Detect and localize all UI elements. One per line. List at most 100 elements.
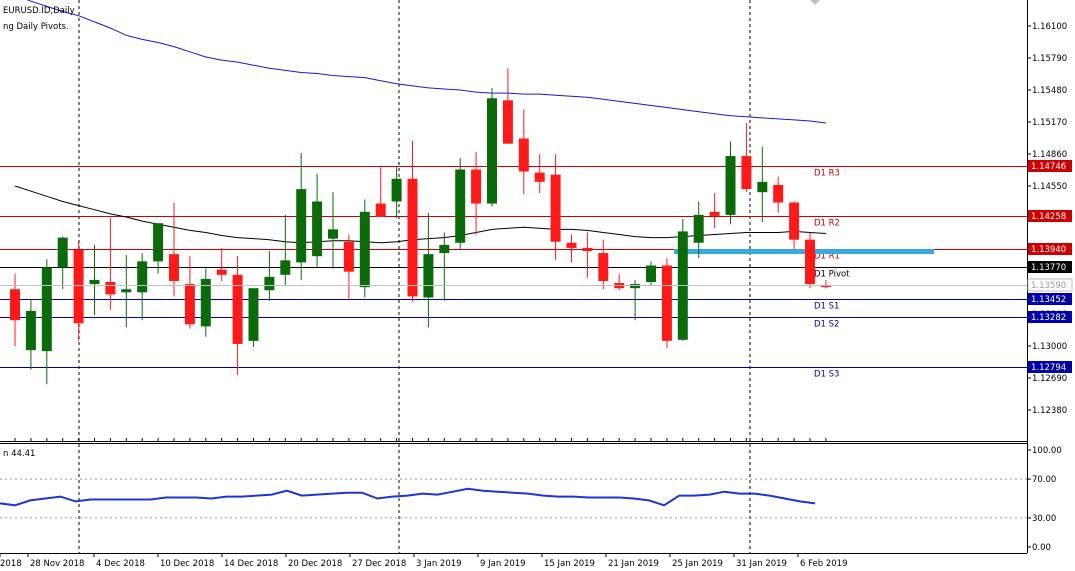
candle-body (455, 169, 466, 243)
time-tick-label: 28 Nov 2018 (30, 559, 84, 569)
ma-fast-line (14, 185, 826, 244)
rsi-tick-label: 100.00 (1032, 446, 1062, 456)
candle-body (471, 169, 482, 204)
price-tick-label: 1.15790 (1032, 54, 1067, 64)
indicator-label: ng Daily Pivots. (3, 22, 69, 32)
candle-body (741, 156, 752, 190)
price-tag-bg (1028, 210, 1072, 222)
time-tick-label: 3 Jan 2019 (416, 559, 462, 569)
price-tick-label: 1.13000 (1032, 342, 1067, 352)
candle-body (805, 239, 815, 285)
candle-body (280, 260, 291, 275)
price-tags: 1.14746 1.14258 1.13940 1.13770 1.13452 1.132… (0, 160, 1073, 373)
pivot-level-label: D1 R2 (814, 219, 840, 229)
rsi-series-line (0, 487, 816, 507)
candlesticks (10, 68, 831, 385)
price-tag-label: 1.14258 (1031, 212, 1066, 222)
candle-body (153, 223, 164, 262)
candle-body (502, 100, 513, 144)
highlight-level-bar (674, 249, 934, 255)
price-tag-bg (1028, 261, 1072, 273)
pivot-level-label: D1 S3 (814, 370, 839, 380)
time-tick-label: 21 Jan 2019 (608, 559, 659, 569)
candle-body (582, 247, 593, 252)
candle-body (105, 282, 116, 295)
candle-body (57, 237, 68, 268)
candle-body (693, 214, 704, 243)
rsi-value-label: n 44.41 (3, 449, 35, 459)
moving-averages (14, 0, 826, 244)
candle-body (407, 178, 418, 297)
candle-body (820, 285, 831, 288)
price-tag-label: 1.13282 (1031, 313, 1066, 323)
candle-body (423, 254, 434, 298)
time-tick-label: 25 Jan 2019 (672, 559, 723, 569)
candle-body (264, 276, 275, 291)
price-tick-label: 1.15170 (1032, 118, 1067, 128)
price-tag-bg (1028, 243, 1072, 255)
pivot-level-label: D1 R1 (814, 252, 840, 262)
time-tick-label: 9 Jan 2019 (480, 559, 526, 569)
candle-body (10, 289, 20, 321)
ma-slow-line (26, 0, 826, 124)
candle-body (328, 229, 338, 239)
pivot-level-label: D1 Pivot (814, 270, 850, 280)
candle-body (200, 278, 211, 327)
price-tick-label: 1.14550 (1032, 182, 1067, 192)
candle-body (661, 265, 672, 341)
price-tag-bg (1028, 311, 1072, 323)
price-tag-label: 1.13770 (1031, 263, 1066, 273)
price-tick-label: 1.14860 (1032, 150, 1067, 160)
pivot-level-lines: D1 R3 D1 R2 D1 R1 D1 Pivot D1 S1 D1 S2 D1 S3 (0, 166, 1027, 380)
current-price-tag-label: 1.13590 (1031, 281, 1066, 291)
candle-body (773, 184, 784, 203)
candle-body (41, 267, 52, 352)
price-tag-bg (1028, 361, 1072, 373)
time-tick-label: 14 Dec 2018 (224, 559, 278, 569)
candle-body (630, 284, 641, 289)
rsi-line (0, 487, 816, 507)
price-tick-label: 1.12380 (1032, 406, 1067, 416)
time-tick-label: 4 Dec 2018 (96, 559, 145, 569)
candle-body (646, 265, 656, 282)
candle-body (598, 253, 609, 281)
shift-marker-icon (810, 0, 820, 5)
time-tick-label: 27 Dec 2018 (352, 559, 406, 569)
rsi-tick-label: 70.00 (1032, 475, 1056, 485)
candle-body (757, 181, 768, 193)
candle-body (789, 202, 800, 240)
price-tag-bg (1028, 293, 1072, 305)
time-tick-label: 6 Feb 2019 (800, 559, 848, 569)
time-tick-label: 15 Jan 2019 (544, 559, 595, 569)
price-tag-label: 1.13452 (1031, 295, 1066, 305)
candle-body (137, 261, 148, 293)
time-tick-label: 2018 (0, 559, 22, 569)
pivot-level-label: D1 R3 (814, 169, 840, 179)
candle-body (725, 156, 736, 215)
candle-body (487, 98, 497, 204)
candle-body (216, 269, 227, 275)
candle-body (566, 242, 577, 248)
candle-body (25, 310, 36, 351)
candle-body (232, 274, 243, 344)
rsi-tick-label: 0.00 (1032, 543, 1051, 553)
price-tick-label: 1.15480 (1032, 86, 1067, 96)
time-tick-label: 20 Dec 2018 (288, 559, 342, 569)
candle-body (375, 203, 386, 217)
candle-body (343, 241, 354, 272)
symbol-label: EURUSD.ID,Daily (3, 6, 75, 16)
candle-body (89, 279, 100, 285)
price-tag-label: 1.12794 (1031, 363, 1066, 373)
candle-body (391, 178, 402, 202)
pivot-level-label: D1 S2 (814, 320, 839, 330)
time-tick-label: 31 Jan 2019 (736, 559, 787, 569)
candle-body (169, 254, 179, 281)
candle-body (709, 211, 720, 216)
candle-body (121, 289, 132, 293)
candle-body (359, 211, 370, 288)
price-tag-bg (1028, 160, 1072, 172)
candle-body (534, 172, 545, 182)
candle-body (550, 174, 561, 242)
candle-body (248, 288, 259, 341)
